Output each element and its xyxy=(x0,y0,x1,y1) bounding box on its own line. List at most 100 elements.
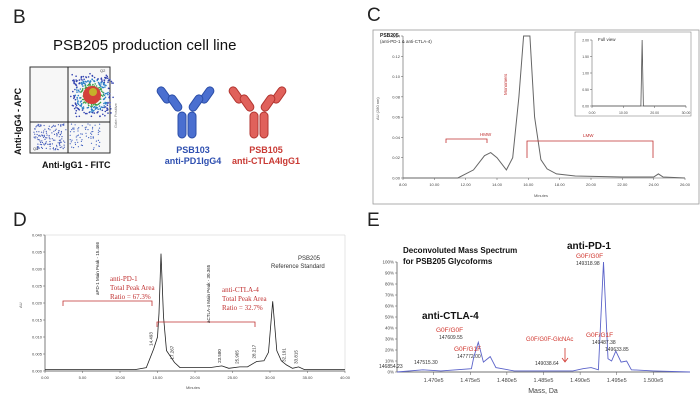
flow-event xyxy=(36,131,38,133)
flow-event xyxy=(102,113,104,116)
flow-event xyxy=(49,148,51,150)
chart-e-x-tick-label: 1.480e5 xyxy=(497,378,517,384)
flow-event xyxy=(99,108,102,111)
flow-event xyxy=(75,79,77,81)
inset-x-tick-label: 10.00 xyxy=(619,111,628,115)
flow-event xyxy=(101,80,103,83)
chart-d-peak-label: 28.217 xyxy=(252,344,257,358)
flow-event xyxy=(83,82,85,84)
mass-value-149633: 149633.85 xyxy=(605,347,629,353)
flow-event xyxy=(103,97,106,100)
chart-e-y-tick-label: 80% xyxy=(385,282,394,287)
flow-event xyxy=(61,146,63,148)
chart-d-peak-label: 17.267 xyxy=(170,345,175,359)
flow-event xyxy=(55,128,57,130)
chart-e-y-tick-label: 20% xyxy=(385,348,394,353)
panel-label-d: D xyxy=(13,210,27,231)
flow-event xyxy=(97,111,99,113)
flow-event xyxy=(69,134,71,136)
chart-e-x-label: Mass, Da xyxy=(528,388,558,395)
flow-event xyxy=(102,81,105,84)
flow-event xyxy=(84,85,87,87)
flow-event xyxy=(108,95,111,97)
flow-event xyxy=(38,131,40,133)
glyco-label-ctla4-g0f: G0F/G0F xyxy=(436,327,463,334)
flow-event xyxy=(90,137,92,139)
flow-event xyxy=(53,133,56,135)
lmw-bracket xyxy=(526,140,654,158)
flow-event xyxy=(98,145,100,147)
flow-event xyxy=(97,139,99,141)
flow-event xyxy=(110,80,113,83)
flow-event xyxy=(81,109,84,111)
flow-event xyxy=(93,106,95,109)
flow-event xyxy=(82,88,84,90)
flow-event xyxy=(74,142,76,144)
flow-event xyxy=(81,125,83,127)
pd1-bracket xyxy=(62,300,153,306)
flow-event xyxy=(45,142,47,144)
flow-event xyxy=(79,97,81,99)
chart-d-y-tick-label: 0.040 xyxy=(32,233,43,238)
flow-event xyxy=(106,107,108,109)
flow-event xyxy=(85,126,87,128)
flow-event xyxy=(80,133,82,135)
chart-d-y-tick-label: 0.035 xyxy=(32,250,43,255)
flow-event xyxy=(84,102,87,104)
flow-event xyxy=(73,79,75,81)
flow-event xyxy=(43,135,46,137)
glyco-label-pd1-g0f: G0F/G0F xyxy=(576,253,603,260)
inset-y-tick-label: 2.00 xyxy=(582,39,589,43)
flow-event xyxy=(48,143,50,145)
flow-event xyxy=(97,129,100,131)
flow-event xyxy=(106,92,108,95)
flow-event xyxy=(99,101,102,104)
flow-event xyxy=(107,79,110,82)
flow-event xyxy=(43,136,45,138)
flow-event xyxy=(78,127,80,129)
flow-event xyxy=(53,130,55,132)
antibody-pd1-name: PSB103 xyxy=(176,145,210,155)
flow-event xyxy=(103,102,105,105)
flow-event xyxy=(60,125,62,127)
flow-event xyxy=(112,82,114,84)
chart-e-y-tick-label: 40% xyxy=(385,326,394,331)
chart-e-y-tick-label: 60% xyxy=(385,304,394,309)
chart-c-inset xyxy=(574,31,692,117)
ctla4-text-1: anti-CTLA-4 xyxy=(222,286,259,294)
flow-event xyxy=(59,133,61,135)
flow-event xyxy=(101,109,104,112)
flow-event xyxy=(81,89,84,91)
flow-event xyxy=(57,142,59,144)
flow-event xyxy=(76,86,78,88)
flow-event xyxy=(91,75,94,77)
flow-event xyxy=(102,86,105,89)
chart-d-hplc: 0.000 0.005 0.010 0.015 0.020 0.025 0.030 0.035… xyxy=(18,233,351,391)
flow-event xyxy=(70,123,73,125)
flow-event xyxy=(56,133,58,135)
flow-event xyxy=(93,76,96,79)
flow-event xyxy=(81,133,83,135)
flow-event xyxy=(43,134,45,136)
flow-event xyxy=(58,143,61,145)
flow-event xyxy=(91,128,94,130)
flow-event xyxy=(56,134,58,136)
flow-event xyxy=(71,146,73,148)
flow-event xyxy=(54,129,56,131)
flow-event xyxy=(79,88,82,90)
flow-event xyxy=(74,102,77,104)
flow-event xyxy=(77,130,79,132)
flow-event xyxy=(51,126,53,128)
flow-event xyxy=(43,130,45,132)
flow-event xyxy=(38,147,40,149)
chart-d-header2: Reference Standard xyxy=(271,264,325,270)
flow-event xyxy=(74,103,77,106)
chart-d-peak-label: 33.815 xyxy=(294,350,299,364)
chart-d-x-tick-label: 10.00 xyxy=(115,375,126,380)
flow-event xyxy=(59,139,62,141)
flow-event xyxy=(59,144,61,147)
flow-event xyxy=(76,139,78,141)
flow-event xyxy=(108,92,111,95)
flow-event xyxy=(109,105,111,108)
flow-event xyxy=(86,112,88,115)
